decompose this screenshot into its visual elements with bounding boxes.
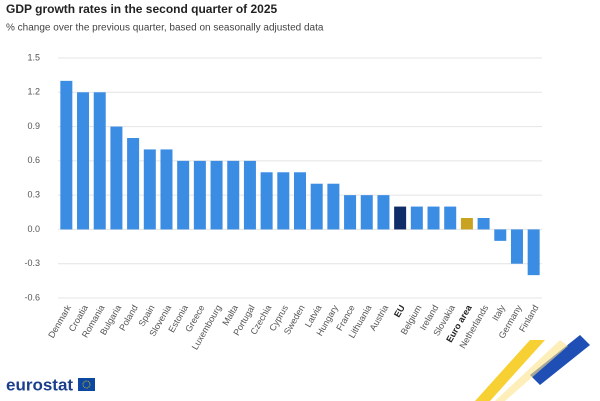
bar xyxy=(127,138,140,230)
x-tick-label: EU xyxy=(392,303,407,319)
bar xyxy=(294,172,306,230)
eu-flag xyxy=(78,378,95,391)
bar xyxy=(527,229,540,276)
bar xyxy=(143,149,156,230)
bar xyxy=(110,126,123,230)
logo-text: eurostat xyxy=(6,375,73,394)
decor xyxy=(530,335,590,385)
bar xyxy=(477,218,490,230)
bar xyxy=(444,206,457,230)
bar xyxy=(243,160,256,230)
bar xyxy=(260,172,273,230)
y-tick-label: 0.3 xyxy=(27,190,40,200)
bar xyxy=(360,195,373,230)
bar xyxy=(427,206,440,230)
bar xyxy=(344,195,357,230)
bar xyxy=(177,160,190,230)
bar xyxy=(93,92,106,230)
y-tick-label: 0.6 xyxy=(27,155,40,165)
bar xyxy=(60,80,73,230)
bar xyxy=(377,195,390,230)
bar xyxy=(410,206,423,230)
y-tick-label: 1.2 xyxy=(27,87,40,97)
decor xyxy=(475,340,545,401)
bar xyxy=(510,229,523,264)
bar xyxy=(310,183,323,230)
bar xyxy=(494,229,507,241)
decor xyxy=(495,340,568,401)
bar xyxy=(77,92,90,230)
bar xyxy=(327,183,340,230)
bar xyxy=(277,172,290,230)
chart-title: GDP growth rates in the second quarter o… xyxy=(6,2,278,16)
x-tick-label: Denmark xyxy=(46,303,73,340)
y-tick-label: 0.9 xyxy=(27,121,40,131)
y-tick-label: 0.0 xyxy=(27,224,40,234)
bar xyxy=(394,206,407,230)
bar xyxy=(227,160,240,230)
eu-stars xyxy=(82,380,91,389)
y-tick-label: -0.3 xyxy=(24,258,40,268)
bar xyxy=(160,149,173,230)
bar xyxy=(210,160,223,230)
bar xyxy=(460,218,473,230)
y-tick-label: 1.5 xyxy=(27,52,40,62)
y-tick-label: -0.6 xyxy=(24,292,40,302)
bar xyxy=(193,160,206,230)
chart-subtitle: % change over the previous quarter, base… xyxy=(6,23,324,34)
